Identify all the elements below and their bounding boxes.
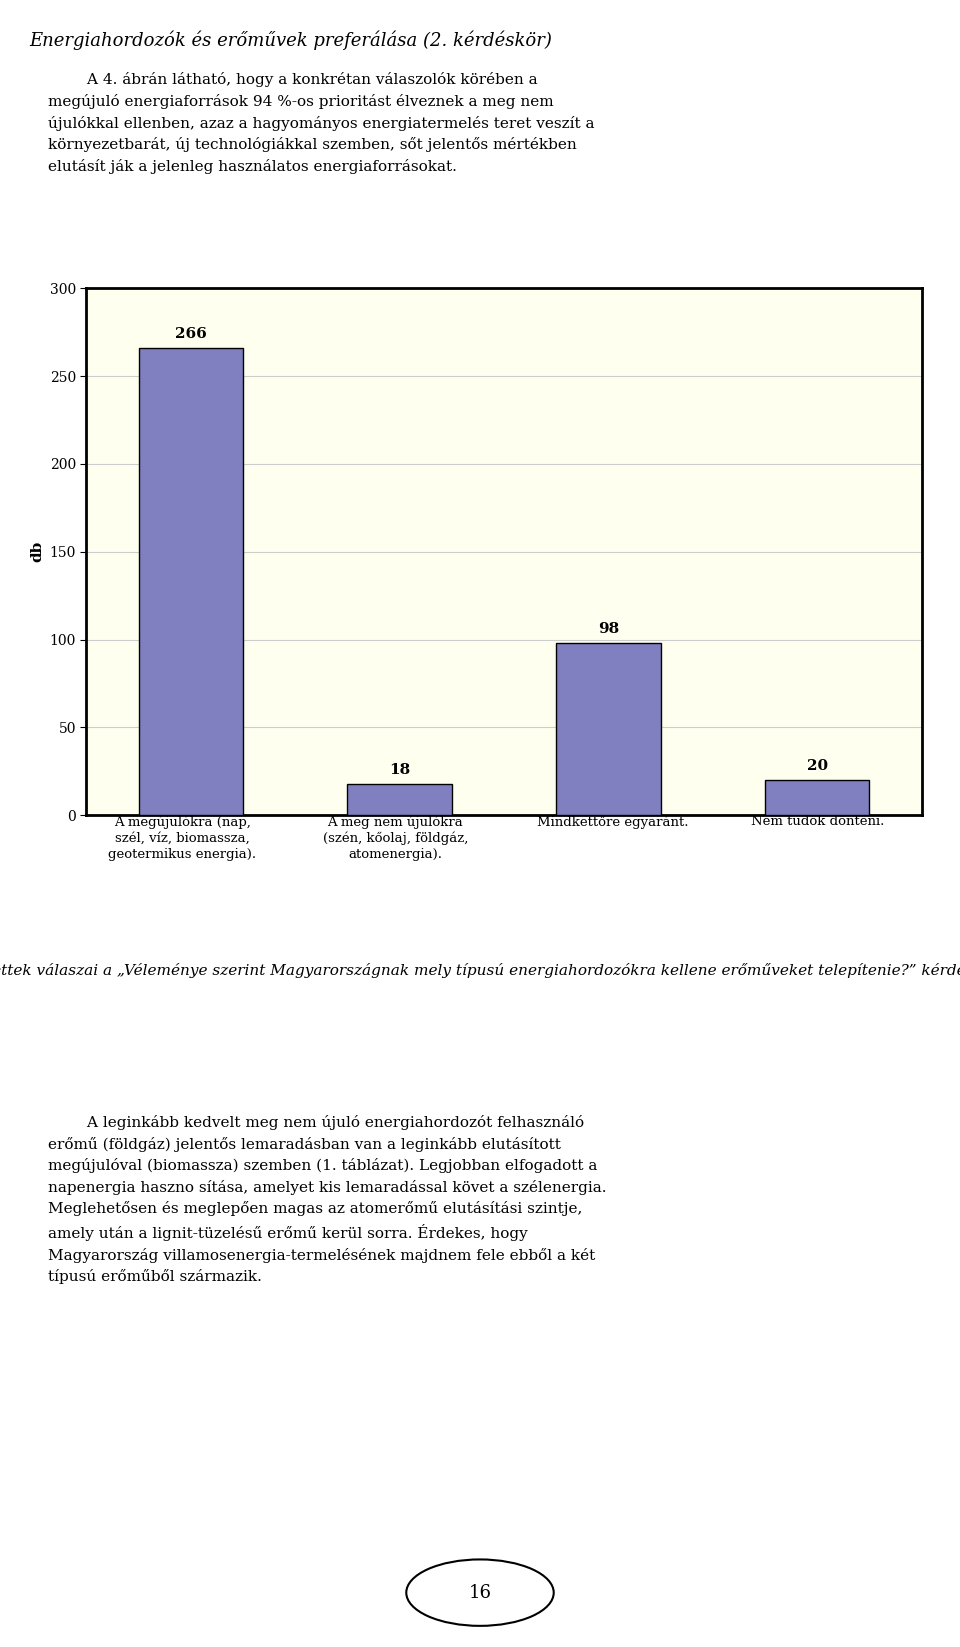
Text: 20: 20 bbox=[806, 759, 828, 772]
Text: 98: 98 bbox=[598, 623, 619, 636]
Text: A megújulókra (nap,
szél, víz, biomassza,
geotermikus energia).: A megújulókra (nap, szél, víz, biomassza… bbox=[108, 815, 256, 861]
Text: 266: 266 bbox=[175, 326, 206, 341]
Text: 16: 16 bbox=[468, 1584, 492, 1601]
Text: A meg nem újulókra
(szén, kőolaj, földgáz,
atomenergia).: A meg nem újulókra (szén, kőolaj, földgá… bbox=[323, 815, 468, 861]
Text: A 4. ábrán látható, hogy a konkrétan válaszolók körében a
megújuló energiaforrás: A 4. ábrán látható, hogy a konkrétan vál… bbox=[48, 72, 594, 175]
Text: A leginkább kedvelt meg nem újuló energiahordozót felhasználó
erőmű (földgáz) je: A leginkább kedvelt meg nem újuló energi… bbox=[48, 1115, 607, 1285]
Bar bbox=[765, 781, 870, 815]
Bar bbox=[556, 642, 660, 815]
Text: 18: 18 bbox=[389, 763, 410, 777]
Text: Nem tudok dönteni.: Nem tudok dönteni. bbox=[751, 815, 884, 828]
Bar bbox=[138, 348, 243, 815]
Y-axis label: db: db bbox=[30, 542, 44, 562]
Text: Energiahordozók és erőművek preferálása (2. kérdéskör): Energiahordozók és erőművek preferálása … bbox=[29, 31, 552, 49]
Text: Mindkettőre egyaránt.: Mindkettőre egyaránt. bbox=[537, 815, 688, 828]
Text: 4. ábra: A megkérdezettek válaszai a „Véleménye szerint Magyarországnak mely típ: 4. ábra: A megkérdezettek válaszai a „Vé… bbox=[0, 963, 960, 978]
Bar bbox=[348, 784, 452, 815]
